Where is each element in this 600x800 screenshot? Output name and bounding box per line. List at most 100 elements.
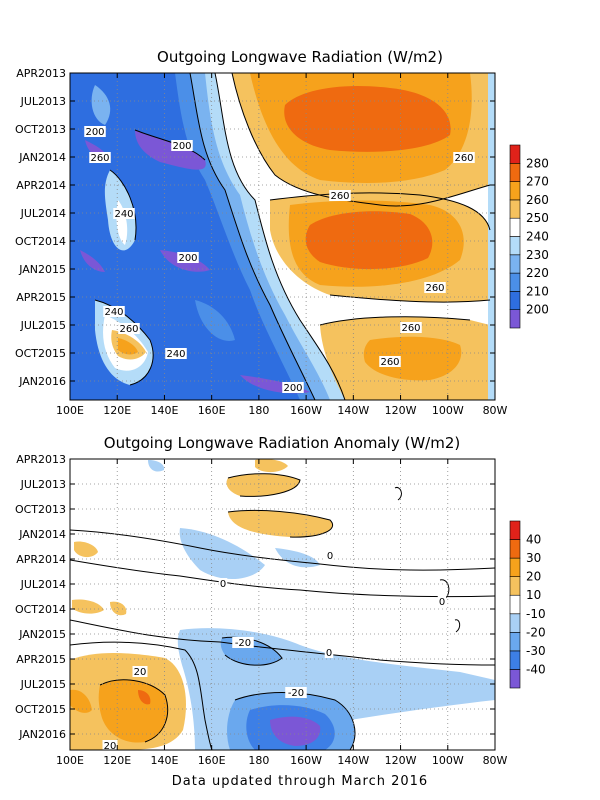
- contour-label-bg: [282, 382, 304, 393]
- contour-label: 260: [380, 357, 399, 368]
- bottom-title: Outgoing Longwave Radiation Anomaly (W/m…: [104, 434, 460, 452]
- top-title: Outgoing Longwave Radiation (W/m2): [157, 48, 443, 66]
- contour-label: 0: [220, 579, 226, 590]
- colorbar-label: 40: [526, 533, 541, 547]
- colorbar-label: 20: [526, 570, 541, 584]
- colorbar-label: 280: [526, 156, 549, 170]
- colorbar-label: 220: [526, 266, 549, 280]
- contour-label: 260: [330, 191, 349, 202]
- colorbar-swatch: [509, 272, 521, 292]
- colorbar-label: -30: [526, 644, 546, 658]
- colorbar-label: -10: [526, 607, 546, 621]
- contour-label-bg: [324, 647, 334, 658]
- contour-label: 0: [439, 597, 445, 608]
- contour-label: 260: [425, 283, 444, 294]
- y-tick-label: APR2013: [16, 453, 66, 466]
- y-tick-label: APR2014: [16, 553, 66, 566]
- y-tick-label: JUL2014: [20, 207, 66, 220]
- colorbar-label: 30: [526, 551, 541, 565]
- contour-label-bg: [285, 687, 307, 698]
- top-plot-field: [70, 73, 495, 400]
- colorbar-swatch: [509, 144, 521, 164]
- bottom-plot-frame: [69, 458, 496, 751]
- colorbar-label: 260: [526, 193, 549, 207]
- x-tick-label: 140W: [337, 754, 369, 767]
- contour-label-bg: [132, 666, 148, 677]
- colorbar-swatch: [509, 650, 521, 670]
- y-tick-label: JUL2014: [20, 578, 66, 591]
- top-colorbar: 200 210 220 230 240 250 260 270 280: [509, 144, 549, 329]
- colorbar-swatch: [509, 199, 521, 219]
- colorbar-label: -40: [526, 662, 546, 676]
- contour-label: 240: [114, 209, 133, 220]
- y-tick-label: JAN2015: [18, 263, 66, 276]
- y-tick-label: OCT2013: [15, 503, 66, 516]
- contour-label-bg: [84, 126, 106, 137]
- colorbar-label: 230: [526, 248, 549, 262]
- top-gridlines: [70, 73, 495, 400]
- colorbar-swatch: [509, 291, 521, 310]
- contour-label-bg: [165, 348, 187, 359]
- contour-label: 200: [283, 383, 302, 394]
- contour-label-bg: [113, 208, 135, 219]
- x-tick-label: 160W: [290, 754, 322, 767]
- colorbar-swatch: [509, 594, 521, 615]
- x-tick-label: 120E: [103, 754, 131, 767]
- contour-label-bg: [103, 306, 125, 317]
- bottom-plot-field: [70, 459, 495, 750]
- x-tick-label: 80W: [483, 754, 508, 767]
- contour-label-bg: [89, 152, 111, 163]
- colorbar-swatch: [509, 520, 521, 540]
- contour-label: -20: [288, 688, 304, 699]
- contour-label-bg: [424, 282, 446, 293]
- contour-label-bg: [177, 252, 199, 263]
- colorbar-swatch: [509, 236, 521, 256]
- y-tick-label: OCT2013: [15, 123, 66, 136]
- top-x-axis: 100E 120E 140E 160E 180 160W 140W 120W 100W 80W: [56, 73, 508, 417]
- bottom-contour-labels: -20 -20 0 0 0 0 20 20: [102, 550, 447, 752]
- colorbar-swatch: [509, 254, 521, 274]
- y-tick-label: OCT2014: [15, 603, 66, 616]
- x-tick-label: 120W: [385, 404, 417, 417]
- x-tick-label: 100W: [432, 404, 464, 417]
- contour-label: 260: [119, 324, 138, 335]
- x-tick-label: 160E: [198, 404, 226, 417]
- x-tick-label: 100W: [432, 754, 464, 767]
- x-tick-label: 100E: [56, 404, 84, 417]
- colorbar-label: 240: [526, 230, 549, 244]
- y-tick-label: JUL2015: [20, 678, 66, 691]
- colorbar-swatch: [509, 669, 521, 689]
- contour-label-bg: [400, 322, 422, 333]
- colorbar-label: 10: [526, 588, 541, 602]
- contour-label: 260: [90, 153, 109, 164]
- contour-label-bg: [118, 323, 140, 334]
- contour-label: 260: [454, 153, 473, 164]
- contour-label: 240: [104, 307, 123, 318]
- contour-label-bg: [218, 578, 228, 589]
- colorbar-swatch: [509, 576, 521, 596]
- x-tick-label: 140E: [150, 754, 178, 767]
- y-tick-label: JAN2015: [18, 628, 66, 641]
- contour-label: 200: [172, 141, 191, 152]
- contour-label: 20: [104, 741, 117, 752]
- colorbar-swatch: [509, 613, 521, 633]
- y-tick-label: JUL2013: [20, 95, 66, 108]
- contour-label-bg: [329, 190, 351, 201]
- footer-note: Data updated through March 2016: [171, 774, 429, 789]
- x-tick-label: 140E: [150, 404, 178, 417]
- contour-label: -20: [235, 638, 251, 649]
- bottom-colorbar: -40 -30 -20 -10 10 20 30 40: [509, 520, 546, 689]
- x-tick-label: 120W: [385, 754, 417, 767]
- x-tick-label: 180: [248, 404, 269, 417]
- colorbar-swatch: [509, 539, 521, 559]
- top-contour-labels: 200 200 200 200 240 240 240 260 260 260 260 260 260 2…: [84, 126, 475, 394]
- bottom-y-axis: APR2013 JUL2013 OCT2013 JAN2014 APR2014 JUL20…: [15, 453, 495, 741]
- y-tick-label: JUL2013: [20, 478, 66, 491]
- x-tick-label: 160W: [290, 404, 322, 417]
- y-tick-label: APR2014: [16, 179, 66, 192]
- y-tick-label: JAN2014: [18, 151, 66, 164]
- colorbar-swatch: [509, 181, 521, 201]
- x-tick-label: 180: [248, 754, 269, 767]
- contour-label: 0: [327, 551, 333, 562]
